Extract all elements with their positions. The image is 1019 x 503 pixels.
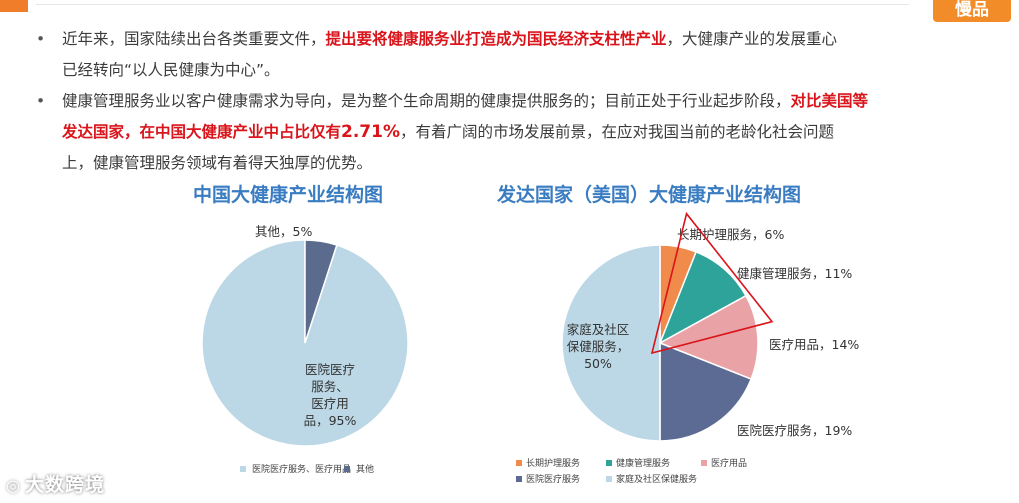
legend-swatch-0-0 [240,466,246,472]
legend-swatch-0-1 [344,466,350,472]
legend-label-1-0: 长期护理服务 [526,457,580,469]
bullet-text-segment: 提出要将健康服务业打造成为国民经济支柱性产业 [325,30,667,48]
slice-label-1-0: 长期护理服务，6% [677,227,784,242]
legend-label-1-3: 医院医疗服务 [526,473,580,485]
pie-slice-1-1 [658,250,747,345]
pie-slice-1-4 [561,244,661,442]
legend-label-1-1: 健康管理服务 [616,457,670,469]
legend-swatch-1-0 [516,460,522,466]
pie-slice-1-3 [659,341,753,442]
bullet-dot-icon: • [36,30,46,48]
slice-label-1-4: 家庭及社区 [567,322,630,337]
bullet-1-line-0: • 健康管理服务业以客户健康需求为导向，是为整个生命周期的健康提供服务的；目前正处… [30,86,990,117]
bullet-text-segment: 对比美国等 [790,92,869,110]
legend-swatch-1-4 [606,476,612,482]
bullet-text-segment: ，大健康产业的发展重心 [666,30,838,48]
bullet-text-segment: 2.71% [341,122,400,142]
bullet-1-line-1: 发达国家，在中国大健康产业中占比仅有2.71%，有着广阔的市场发展前景，在应对我… [30,117,990,148]
slice-label-1-2: 医疗用品，14% [769,337,859,352]
slice-label-0-1: 其他，5% [255,224,312,239]
legend-label-0-0: 医院医疗服务、医疗用品 [252,463,351,475]
slice-label-1-4: 50% [584,356,612,371]
highlight-outline [650,211,774,355]
legend-label-0-1: 其他 [356,463,374,475]
slice-label-1-3: 医院医疗服务，19% [737,423,852,438]
chart-title-china: 中国大健康产业结构图 [193,184,384,206]
legend-swatch-1-3 [516,476,522,482]
watermark: ◎ 大数跨境 [6,470,105,497]
legend-swatch-1-2 [701,460,707,466]
logo-icon: ◎ [6,476,21,495]
slice-label-0-0: 服务、 [311,379,349,394]
pie-slice-0-1 [304,239,338,344]
slice-label-1-4: 保健服务， [567,339,630,354]
corner-accent [0,0,28,12]
top-divider [36,4,909,5]
bullet-list: • 近年来，国家陆续出台各类重要文件，提出要将健康服务业打造成为国民经济支柱性产业… [30,24,990,179]
bullet-text-segment: 已经转向“以人民健康为中心”。 [62,61,280,79]
chart-title-us: 发达国家（美国）大健康产业结构图 [497,184,802,206]
slice-label-0-0: 医院医疗 [305,362,355,377]
bullet-0-line-1: 已经转向“以人民健康为中心”。 [30,55,990,86]
legend-swatch-1-1 [606,460,612,466]
bullet-dot-icon: • [36,92,46,110]
bullet-1-line-2: 上，健康管理服务领域有着得天独厚的优势。 [30,148,990,179]
bullet-text-segment: ，有着广阔的市场发展前景，在应对我国当前的老龄化社会问题 [400,123,835,141]
bullet-text-segment: 上，健康管理服务领域有着得天独厚的优势。 [62,154,373,172]
legend-label-1-2: 医疗用品 [711,457,747,469]
slice-label-1-1: 健康管理服务，11% [737,266,852,281]
bullet-text-segment: 健康管理服务业以客户健康需求为导向，是为整个生命周期的健康提供服务的；目前正处于… [62,92,791,110]
bullet-text-segment: 发达国家，在中国大健康产业中占比仅有 [62,123,342,141]
brand-logo: 慢品 [933,0,1011,22]
slice-label-0-0: 医疗用 [311,396,349,411]
slice-label-0-0: 品，95% [304,413,357,428]
bullet-0-line-0: • 近年来，国家陆续出台各类重要文件，提出要将健康服务业打造成为国民经济支柱性产业… [30,24,990,55]
watermark-text: 大数跨境 [24,474,105,496]
bullet-text-segment: 近年来，国家陆续出台各类重要文件， [62,30,326,48]
legend-label-1-4: 家庭及社区保健服务 [616,473,697,485]
